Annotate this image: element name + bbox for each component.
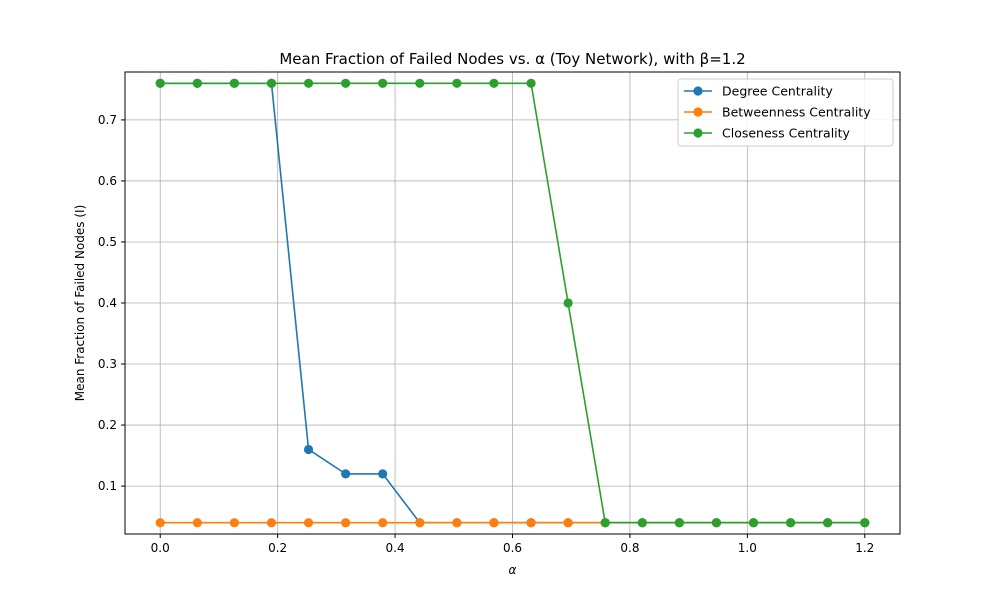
data-point — [452, 78, 462, 88]
data-point — [341, 518, 351, 528]
series-3 — [155, 78, 870, 528]
legend-label: Degree Centrality — [722, 84, 833, 99]
data-point — [674, 518, 684, 528]
data-point — [748, 518, 759, 528]
x-tick-label: 0.2 — [268, 541, 287, 555]
data-point — [192, 518, 202, 528]
data-point — [192, 78, 202, 88]
data-point — [860, 518, 870, 528]
data-point — [452, 518, 462, 528]
x-tick-label: 0.4 — [386, 541, 405, 555]
data-point — [266, 518, 277, 528]
legend-label: Betweenness Centrality — [722, 105, 871, 120]
x-tick-label: 0.6 — [503, 541, 522, 555]
data-point — [303, 518, 314, 528]
y-tick-label: 0.4 — [98, 296, 117, 310]
y-tick-label: 0.3 — [98, 357, 117, 371]
legend-item: Closeness Centrality — [684, 126, 851, 141]
data-point — [489, 78, 499, 88]
data-point — [711, 518, 722, 528]
data-point — [229, 78, 239, 88]
legend: Degree Centrality Betweenness Centrality C… — [677, 78, 894, 147]
legend-marker — [693, 128, 703, 138]
data-point — [415, 78, 425, 88]
data-point — [600, 518, 610, 528]
y-tick-label: 0.6 — [98, 174, 117, 188]
x-tick-label: 0.8 — [620, 541, 639, 555]
data-point — [229, 518, 239, 528]
data-point — [563, 298, 573, 308]
legend-marker — [693, 86, 703, 96]
legend-item: Degree Centrality — [684, 84, 833, 99]
data-point — [526, 78, 536, 88]
y-tick-label: 0.2 — [98, 418, 117, 432]
series-layer — [155, 78, 870, 528]
y-tick-label: 0.7 — [98, 113, 117, 127]
y-axis-label: Mean Fraction of Failed Nodes (I) — [73, 205, 87, 402]
data-point — [526, 518, 536, 528]
data-point — [341, 78, 351, 88]
grid — [125, 72, 900, 534]
legend-item: Betweenness Centrality — [684, 105, 871, 120]
data-point — [266, 78, 277, 88]
legend-box — [677, 78, 894, 147]
data-point — [489, 518, 499, 528]
chart-title: Mean Fraction of Failed Nodes vs. α (Toy… — [279, 50, 745, 68]
legend-label: Closeness Centrality — [722, 126, 851, 141]
x-tick-label: 0.0 — [151, 541, 170, 555]
legend-marker — [693, 107, 703, 117]
data-point — [786, 518, 796, 528]
data-point — [563, 518, 573, 528]
data-point — [637, 518, 647, 528]
data-point — [155, 78, 165, 88]
data-point — [303, 444, 314, 455]
y-tick-label: 0.5 — [98, 235, 117, 249]
series-line — [160, 82, 865, 524]
data-point — [303, 78, 314, 88]
x-axis-label: α — [509, 563, 517, 577]
data-point — [378, 78, 388, 88]
axis-ticks: 0.0 0.2 0.4 0.6 0.8 1.0 1.2 0.1 0.2 0.3 0.4 0.5 0.6 0… — [98, 113, 874, 555]
x-tick-label: 1.0 — [738, 541, 757, 555]
data-point — [155, 518, 165, 528]
x-tick-label: 1.2 — [855, 541, 874, 555]
data-point — [415, 518, 425, 528]
data-point — [823, 518, 833, 528]
y-tick-label: 0.1 — [98, 479, 117, 493]
data-point — [378, 518, 388, 528]
data-point — [378, 469, 388, 479]
data-point — [341, 469, 351, 479]
